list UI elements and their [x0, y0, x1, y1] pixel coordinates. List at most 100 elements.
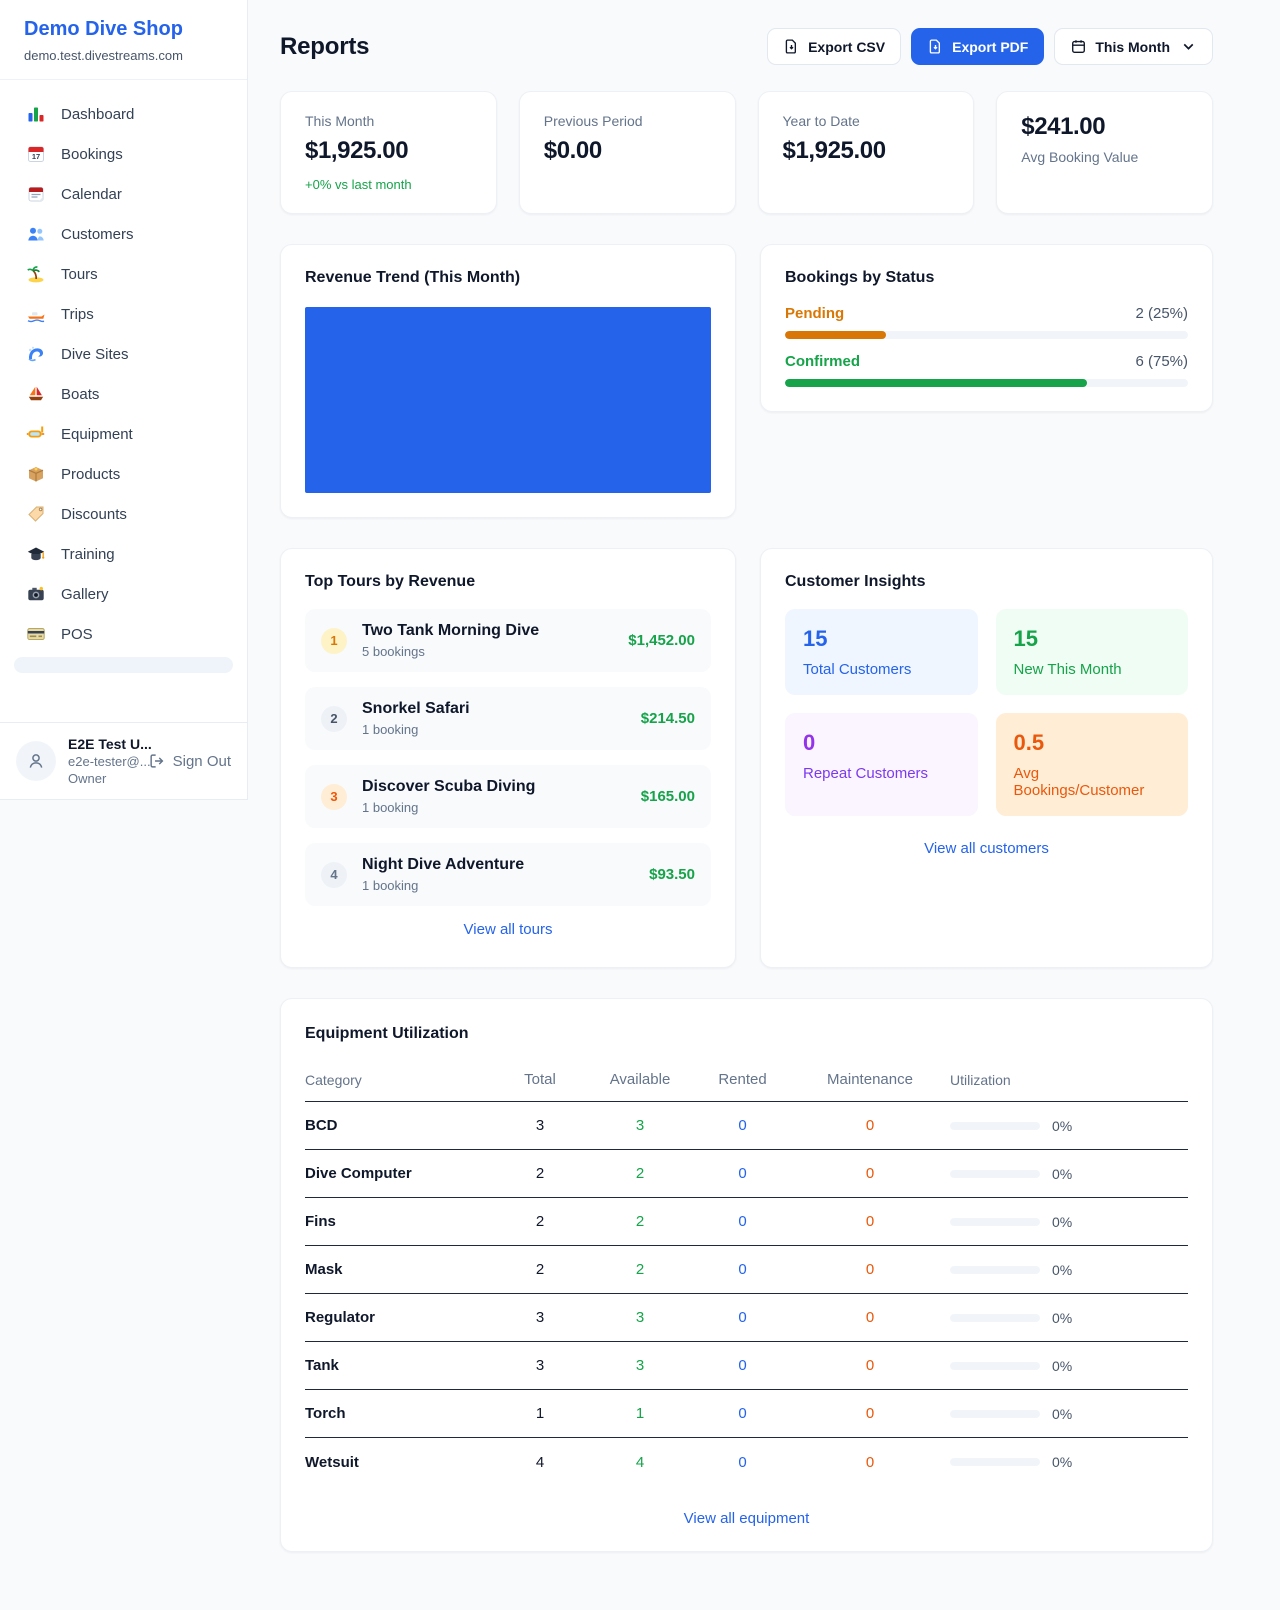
tour-bookings-count: 1 booking	[362, 800, 419, 815]
tour-info: Two Tank Morning Dive 5 bookings	[362, 622, 539, 659]
customer-insights-title: Customer Insights	[785, 573, 926, 590]
equipment-count: 3	[535, 1117, 545, 1134]
equipment-count: 3	[635, 1309, 645, 1326]
credit-card-icon	[26, 624, 46, 644]
export-csv-button[interactable]: Export CSV	[767, 28, 902, 65]
column-header: Available	[609, 1071, 671, 1088]
sidebar-item-bookings[interactable]: 17 Bookings	[12, 134, 235, 174]
sidebar-item-products[interactable]: Products	[12, 454, 235, 494]
shop-domain: demo.test.divestreams.com	[24, 48, 183, 63]
insight-tile-purple: 0 Repeat Customers	[785, 713, 978, 816]
sidebar-item-dive-sites[interactable]: Dive Sites	[12, 334, 235, 374]
equipment-count: 0	[738, 1405, 747, 1422]
sidebar-item-customers[interactable]: Customers	[12, 214, 235, 254]
tour-name: Discover Scuba Diving	[362, 778, 536, 795]
sidebar-item-label: Gallery	[61, 585, 109, 603]
stat-label: Year to Date	[782, 113, 860, 129]
page-title: Reports	[280, 32, 370, 60]
dive-mask-icon	[26, 424, 46, 444]
sidebar-item-label: Bookings	[61, 145, 123, 163]
equipment-count: 2	[635, 1261, 645, 1278]
sidebar-item-equipment[interactable]: Equipment	[12, 414, 235, 454]
sidebar-item-boats[interactable]: Boats	[12, 374, 235, 414]
insight-tiles: 15 Total Customers 15 New This Month 0 Repeat…	[785, 609, 1188, 816]
period-label: This Month	[1095, 38, 1170, 55]
sign-out-button[interactable]: Sign Out	[148, 752, 231, 770]
utilization-bar	[950, 1361, 1040, 1370]
sailboat-icon	[26, 384, 46, 404]
utilization-cell: 0%	[950, 1406, 1188, 1422]
column-header: Utilization	[950, 1071, 1011, 1088]
stat-card: $241.00 Avg Booking Value	[996, 91, 1213, 214]
customers-icon	[26, 224, 46, 244]
sidebar-item-discounts[interactable]: Discounts	[12, 494, 235, 534]
utilization-percent: 0%	[1052, 1117, 1073, 1134]
top-tours-title: Top Tours by Revenue	[305, 573, 476, 590]
status-name: Confirmed	[785, 353, 860, 370]
equipment-count: 0	[738, 1309, 747, 1326]
file-download-icon	[785, 39, 797, 54]
stat-delta: +0% vs last month	[305, 177, 412, 192]
utilization-bar	[950, 1313, 1040, 1322]
sidebar-item-label: Equipment	[61, 425, 133, 443]
equipment-count: 0	[865, 1117, 875, 1134]
column-header: Maintenance	[827, 1071, 913, 1088]
stat-value: $1,925.00	[305, 137, 409, 164]
sidebar-item-gallery[interactable]: Gallery	[12, 574, 235, 614]
utilization-cell: 0%	[950, 1118, 1188, 1134]
insight-label: Repeat Customers	[803, 765, 929, 782]
view-all-tours-link[interactable]: View all tours	[463, 921, 553, 938]
export-pdf-button[interactable]: Export PDF	[911, 28, 1045, 65]
utilization-bar	[950, 1217, 1040, 1226]
equipment-count: 3	[635, 1117, 645, 1134]
view-all-customers-link[interactable]: View all customers	[924, 840, 1049, 857]
utilization-bar	[950, 1458, 1040, 1466]
sidebar-item-training[interactable]: Training	[12, 534, 235, 574]
top-tours-card: Top Tours by Revenue 1 Two Tank Morning D…	[280, 548, 736, 968]
status-progress-track	[785, 331, 1188, 339]
equipment-count: 3	[535, 1357, 545, 1374]
status-line: Confirmed 6 (75%)	[785, 353, 1188, 370]
tour-info: Night Dive Adventure 1 booking	[362, 856, 524, 893]
table-row: BCD 3 3 0 0 0%	[305, 1102, 1188, 1150]
utilization-cell: 0%	[950, 1166, 1188, 1182]
sidebar-item-trips[interactable]: Trips	[12, 294, 235, 334]
island-icon	[26, 264, 46, 284]
customer-insights-card: Customer Insights 15 Total Customers 15 New…	[760, 548, 1213, 968]
bookings-status-title: Bookings by Status	[785, 269, 935, 286]
tour-rank-badge: 2	[321, 705, 347, 732]
insight-tile-blue: 15 Total Customers	[785, 609, 978, 695]
equipment-utilization-title: Equipment Utilization	[305, 1025, 469, 1042]
table-row: Mask 2 2 0 0 0%	[305, 1246, 1188, 1294]
equipment-count: 0	[865, 1213, 875, 1230]
insight-tile-orange: 0.5 Avg Bookings/Customer	[995, 713, 1188, 816]
sidebar-item-label: Training	[61, 545, 115, 563]
insight-label: Total Customers	[803, 661, 912, 678]
tour-info: Discover Scuba Diving 1 booking	[362, 778, 535, 815]
chevron-down-icon	[1183, 43, 1194, 50]
sidebar-item-partial[interactable]	[14, 657, 233, 673]
insight-tile-green: 15 New This Month	[995, 609, 1188, 695]
view-all-equipment-link[interactable]: View all equipment	[683, 1510, 810, 1527]
table-row: Wetsuit 4 4 0 0 0%	[305, 1438, 1188, 1486]
sidebar-item-calendar[interactable]: Calendar	[12, 174, 235, 214]
utilization-percent: 0%	[1052, 1357, 1073, 1374]
period-dropdown[interactable]: This Month	[1054, 28, 1213, 65]
equipment-count: 0	[865, 1309, 875, 1326]
equipment-category: Regulator	[305, 1309, 376, 1326]
sidebar-item-tours[interactable]: Tours	[12, 254, 235, 294]
stat-label: This Month	[305, 113, 375, 129]
sidebar-nav: Dashboard 17 Bookings Calendar Customers Tour…	[0, 80, 247, 722]
stat-card: Previous Period $0.00	[518, 91, 736, 214]
equipment-count: 0	[738, 1357, 747, 1374]
sidebar-item-dashboard[interactable]: Dashboard	[12, 94, 235, 134]
tour-revenue: $93.50	[649, 866, 695, 883]
stat-card: Year to Date $1,925.00	[757, 91, 975, 214]
utilization-bar	[950, 1169, 1040, 1178]
main-content: Reports Export CSV Export PDF	[248, 0, 1280, 1592]
sidebar-item-pos[interactable]: POS	[12, 614, 235, 654]
equipment-category: Fins	[305, 1213, 336, 1230]
table-row: Regulator 3 3 0 0 0%	[305, 1294, 1188, 1342]
equipment-count: 2	[635, 1213, 645, 1230]
speedboat-icon	[26, 304, 46, 324]
